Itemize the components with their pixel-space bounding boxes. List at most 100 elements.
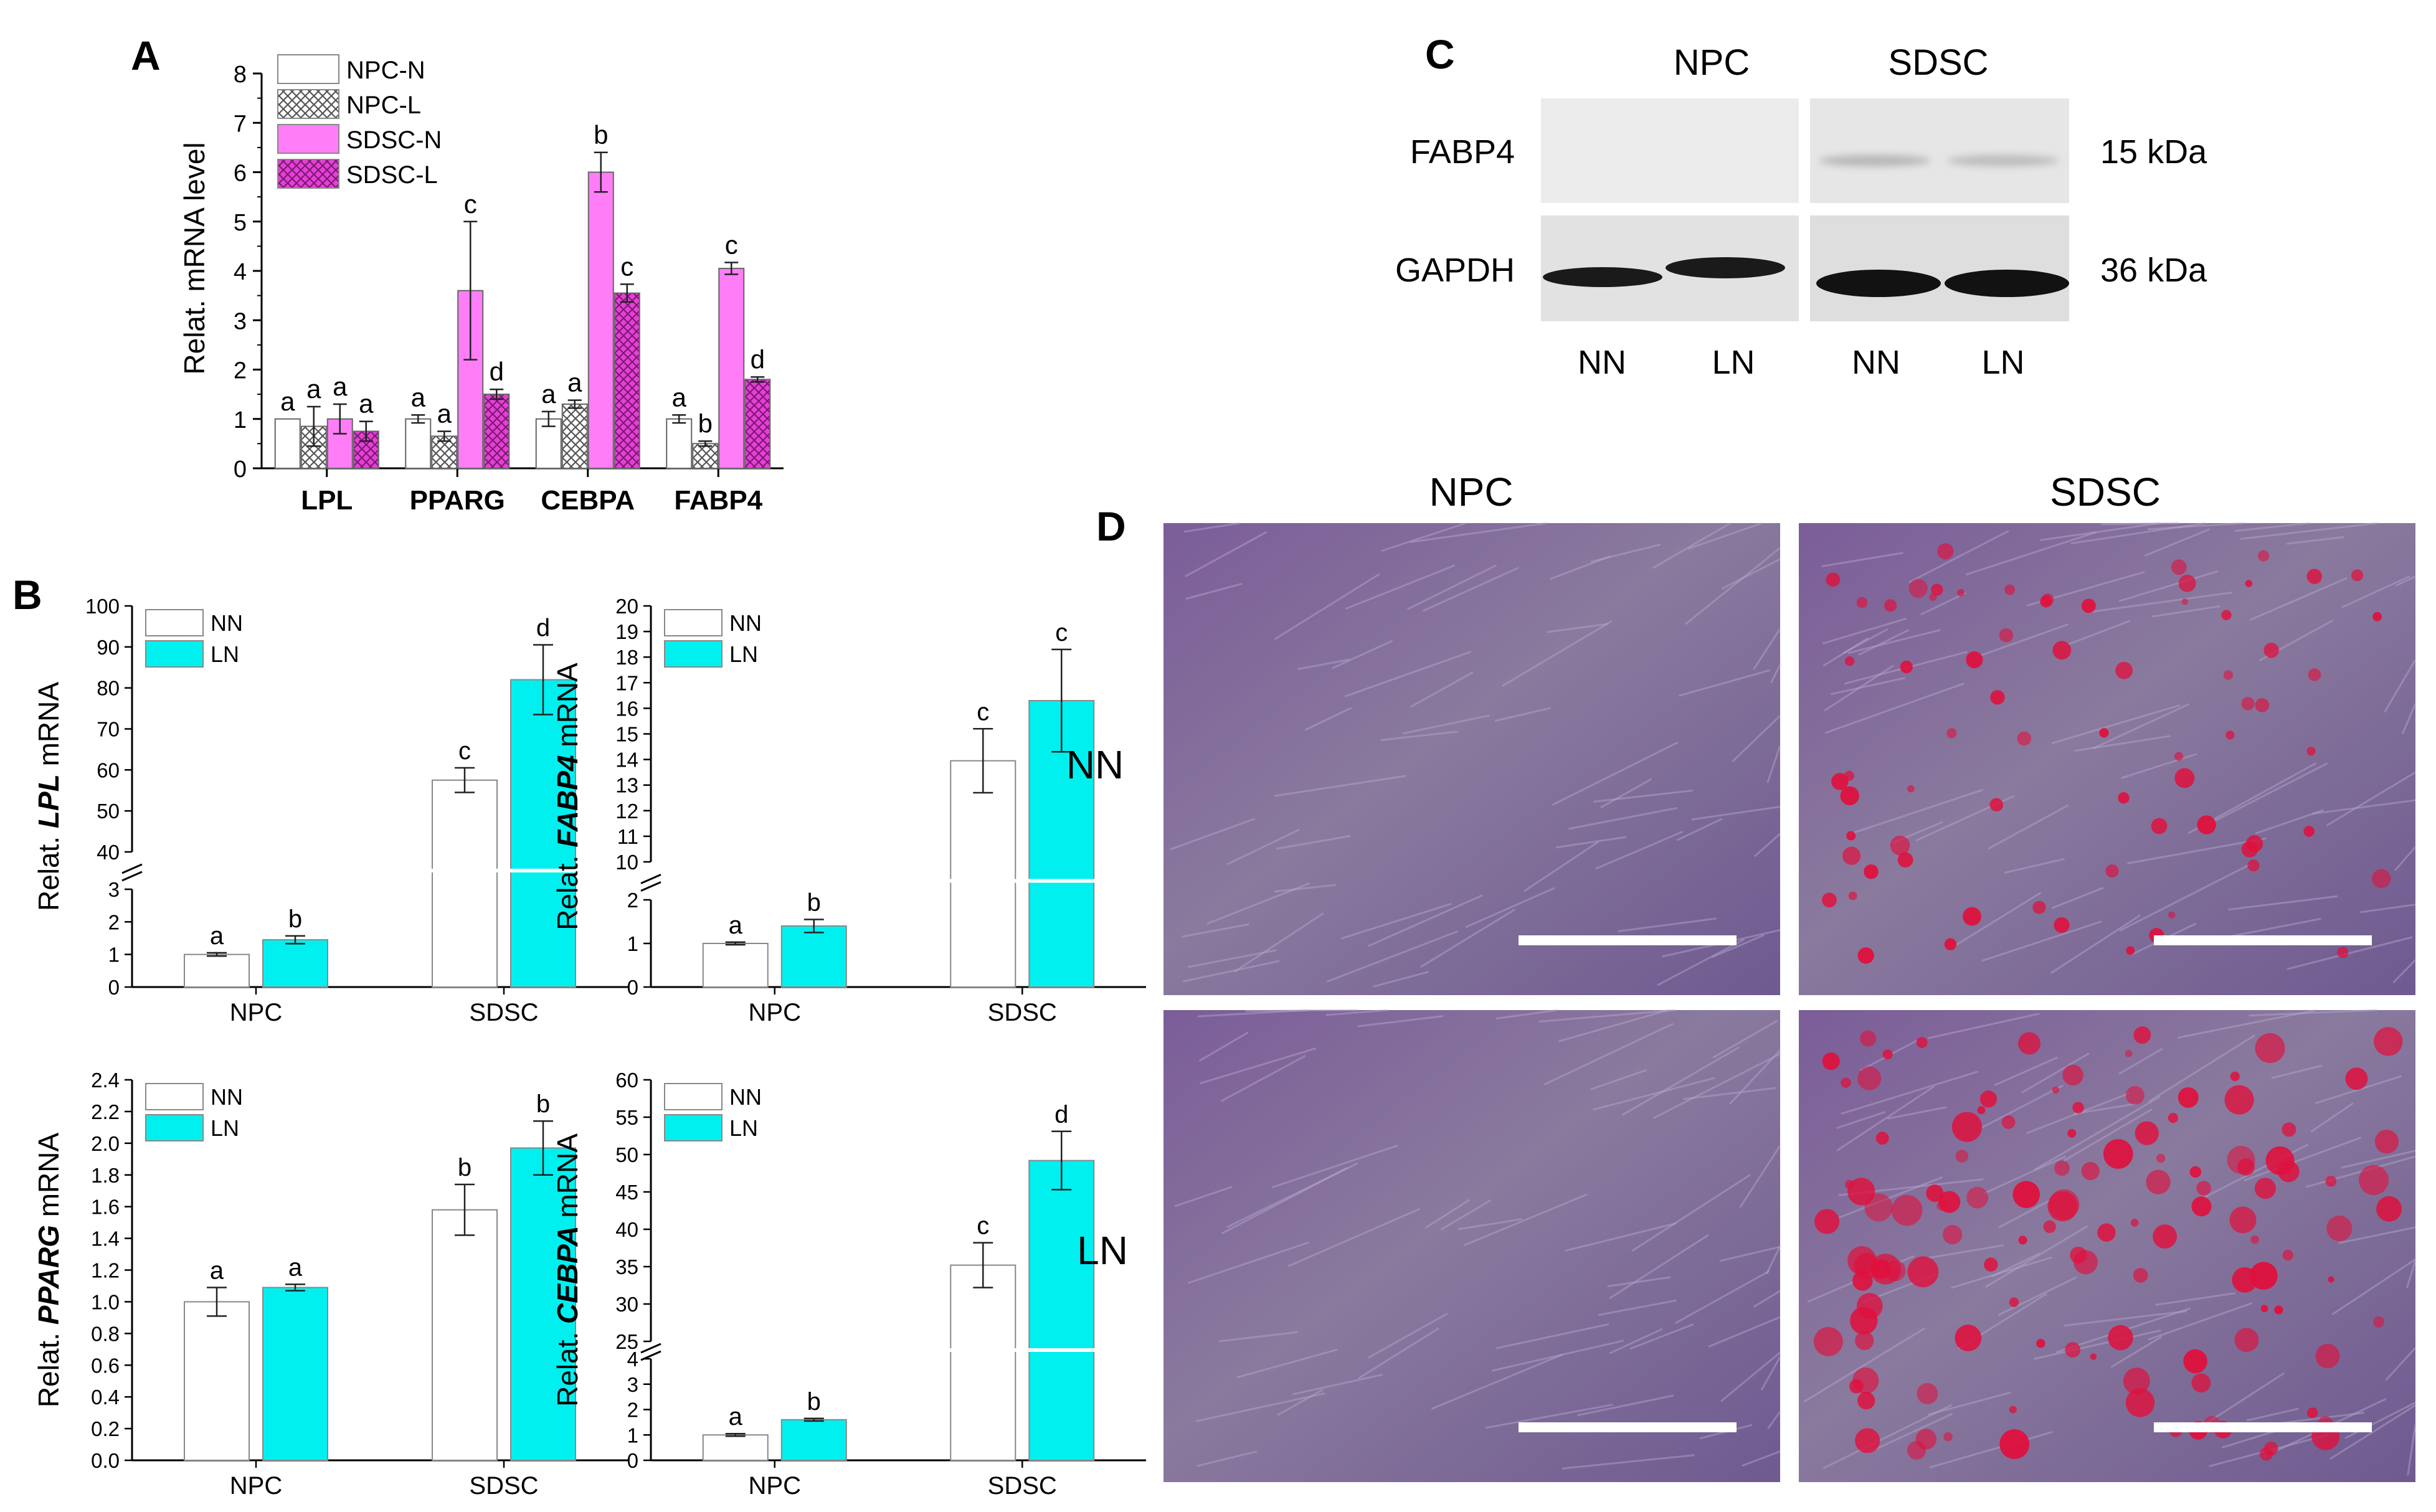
lipid-droplet (2070, 1246, 2087, 1264)
lipid-droplet (2065, 1342, 2081, 1358)
lipid-droplet (2017, 731, 2032, 746)
panel-b-ytick-label: 90 (97, 636, 120, 659)
micrograph-streak (1607, 1276, 1671, 1288)
panel-d-micrographs: D NPC SDSC NN LN (1066, 470, 2417, 1482)
lipid-droplet (2032, 900, 2046, 914)
panel-b-category-label: NPC (749, 999, 801, 1026)
micrograph-streak (1858, 629, 1910, 656)
panel-a-significance-letter: d (490, 357, 504, 386)
micrograph-streak (1965, 531, 2097, 576)
panel-b-ytick-label: 15 (615, 723, 638, 746)
micrograph-streak (1276, 834, 1351, 850)
panel-a-bar (666, 418, 693, 469)
micrograph-streak (1197, 1009, 1309, 1018)
lipid-droplet (2103, 1139, 2133, 1169)
micrograph-streak (1419, 909, 1515, 968)
micrograph-streak (1679, 669, 1770, 697)
panel-a: A Relat. mRNA level 0 1 2 3 4 5 6 7 8 LPL PPARG CEB… (131, 32, 784, 516)
micrograph-streak (1951, 1256, 2052, 1289)
lipid-droplet (1989, 798, 2004, 812)
micrograph-streak (2244, 1136, 2362, 1182)
micrograph-streak (1183, 960, 1280, 983)
micrograph-streak (1847, 629, 1941, 654)
micrograph-streak (2119, 863, 2251, 932)
lipid-droplet (2052, 641, 2072, 660)
lipid-droplet (2315, 1344, 2340, 1369)
micrograph-streak (1719, 1245, 1781, 1262)
gapdh-band-npc-nn (1543, 267, 1662, 287)
lipid-droplet (2171, 559, 2187, 575)
micrograph-background (1799, 523, 2415, 995)
panel-a-bar (692, 443, 719, 469)
panel-b-ytick-label: 1.4 (91, 1227, 120, 1250)
micrograph-sdsc-ln (1799, 1009, 2417, 1482)
panel-a-legend-label: SDSC-N (346, 126, 442, 154)
micrograph-streak (2073, 1102, 2137, 1115)
panel-a-ytick-label: 4 (234, 259, 247, 285)
panel-b-significance-letter: a (288, 1254, 303, 1281)
lipid-droplet (2097, 1223, 2116, 1242)
panel-b-letter: B (12, 572, 42, 618)
micrograph-streak (1368, 894, 1483, 947)
micrograph-streak (2202, 762, 2328, 828)
micrograph-streak (2101, 522, 2179, 526)
micrograph-streak (2073, 735, 2171, 752)
micrograph-streak (1297, 658, 1350, 671)
lipid-droplet (1857, 1392, 1875, 1410)
micrograph-streak (1824, 683, 1964, 734)
micrograph-streak (2205, 1372, 2285, 1425)
micrograph-streak (2395, 575, 2416, 587)
micrograph-streak (1492, 1340, 1624, 1372)
lipid-droplet (2174, 752, 2184, 761)
lipid-droplet (2372, 869, 2391, 889)
lipid-droplet (2168, 911, 2176, 919)
micrograph-streak (2360, 904, 2416, 914)
panel-b-axis-break-mark (640, 874, 661, 884)
panel-b-ytick-label: 40 (97, 841, 120, 864)
panel-b-category-label: SDSC (988, 999, 1057, 1026)
panel-b-ytick-label: 0 (627, 976, 638, 999)
lipid-droplet (2230, 1071, 2240, 1082)
panel-b-ytick-label: 1.8 (91, 1164, 120, 1187)
panel-b-ytick-label: 1 (627, 932, 638, 955)
lipid-droplet (1907, 1440, 1927, 1460)
micrograph-streak (1652, 1053, 1781, 1120)
panel-a-category-label: PPARG (410, 485, 505, 516)
micrograph-streak (1274, 775, 1406, 797)
lipid-droplet (1999, 628, 2014, 643)
panel-b-chart-pparg: 0.0 0.2 0.4 0.6 0.8 1.0 1.2 1.4 1.6 1.8 2.0 2.2 2.4 R… (32, 1069, 628, 1500)
micrograph-streak (1920, 592, 1966, 616)
blot-size-gapdh: 36 kDa (2100, 252, 2207, 289)
micrograph-streak (1631, 1174, 1751, 1252)
panel-b-legend-label: NN (211, 1084, 243, 1110)
micrograph-streak (1463, 1193, 1588, 1247)
micrograph-streak (2064, 1310, 2187, 1327)
panel-a-bar (483, 394, 510, 469)
lipid-droplet (1855, 1428, 1880, 1453)
micrograph-streak (1538, 1009, 1676, 1023)
micrograph-streak (1345, 564, 1456, 610)
micrograph-lipid-droplets (1813, 1026, 2403, 1461)
panel-b-ytick-label: 50 (97, 800, 120, 823)
panel-b-ytick-label: 10 (615, 851, 638, 874)
panel-b-ytick-label: 1 (627, 1424, 638, 1447)
lipid-droplet (2040, 595, 2052, 608)
lipid-droplet (2254, 1178, 2276, 1199)
micrograph-streak (1332, 640, 1393, 669)
micrograph-streak (1593, 1077, 1715, 1111)
blot-fabp4-sdsc-strip (1810, 98, 2069, 203)
lipid-droplet (1814, 1209, 1840, 1234)
panel-b-ytick-label: 14 (615, 749, 638, 772)
micrograph-streak (1842, 628, 1889, 654)
panel-b-ytick-label: 35 (615, 1255, 638, 1278)
lipid-droplet (2183, 1349, 2207, 1374)
lipid-droplet (2009, 1406, 2017, 1414)
micrograph-streak (1822, 617, 1907, 645)
micrograph-streak (1951, 892, 2042, 948)
micrograph-streak (1543, 1023, 1674, 1085)
lipid-droplet (1908, 579, 1928, 598)
micrograph-streak (1712, 1019, 1778, 1059)
lipid-droplet (2081, 598, 2096, 613)
panel-b-legend-label: LN (211, 641, 239, 667)
lipid-droplet (1966, 1186, 1989, 1209)
